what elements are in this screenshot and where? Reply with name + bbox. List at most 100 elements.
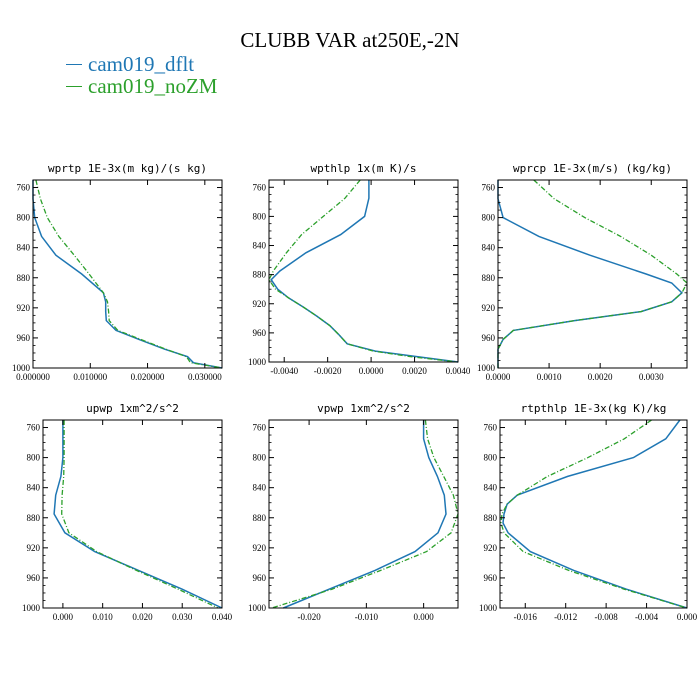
x-tick-label-1-0: 0.000000: [16, 372, 50, 382]
legend-line-dflt: [66, 63, 82, 65]
x-tick-label-2-4: 0.0040: [446, 366, 471, 376]
y-tick-label-2-0: 760: [253, 182, 267, 192]
y-tick-label-5-1: 800: [253, 453, 267, 463]
y-tick-label-6-1: 800: [484, 453, 498, 463]
series-line-nozm-3: [497, 179, 688, 368]
y-tick-label-4-3: 880: [27, 513, 41, 523]
y-tick-label-1-5: 960: [17, 333, 31, 343]
y-tick-label-5-4: 920: [253, 543, 267, 553]
x-tick-label-3-3: 0.0030: [639, 372, 664, 382]
x-tick-label-6-4: 0.000: [677, 612, 698, 622]
plot-frame-1: [32, 179, 223, 369]
chart-panel-2: wpthlp 1x(m K)/s7608008408809209601000-0…: [248, 162, 471, 376]
legend-entry-nozm: cam019_noZM: [66, 76, 217, 97]
y-tick-label-6-3: 880: [484, 513, 498, 523]
y-tick-label-2-4: 920: [253, 299, 267, 309]
y-tick-label-1-6: 1000: [12, 363, 31, 373]
y-tick-label-6-2: 840: [484, 483, 498, 493]
y-tick-label-3-4: 920: [482, 303, 496, 313]
plot-frame-6: [499, 419, 688, 609]
chart-title-3: wprcp 1E-3x(m/s) (kg/kg): [513, 162, 672, 175]
x-tick-label-1-3: 0.030000: [188, 372, 222, 382]
y-tick-label-5-5: 960: [253, 573, 267, 583]
x-tick-label-6-2: -0.008: [595, 612, 619, 622]
y-tick-label-1-3: 880: [17, 273, 31, 283]
x-tick-label-4-0: 0.000: [53, 612, 74, 622]
x-tick-label-2-1: -0.0020: [314, 366, 342, 376]
y-tick-label-2-6: 1000: [248, 357, 267, 367]
y-tick-label-6-0: 760: [484, 423, 498, 433]
legend-line-nozm: [66, 85, 82, 87]
chart-panel-3: wprcp 1E-3x(m/s) (kg/kg) 760 800 840 880 920 9…: [477, 162, 688, 382]
y-tick-label-2-5: 960: [253, 328, 267, 338]
x-tick-label-6-0: -0.016: [514, 612, 538, 622]
y-tick-label-3-6: 1000: [477, 363, 496, 373]
y-tick-label-4-6: 1000: [22, 603, 41, 613]
y-tick-label-1-2: 840: [17, 243, 31, 253]
series-line-dflt-3: [497, 180, 684, 368]
y-tick-label-3-1: 800: [482, 213, 496, 223]
legend-label-nozm: cam019_noZM: [88, 74, 218, 98]
y-tick-label-5-6: 1000: [248, 603, 267, 613]
x-tick-label-4-4: 0.040: [212, 612, 233, 622]
y-tick-label-1-0: 760: [17, 183, 31, 193]
x-tick-label-5-0: -0.020: [297, 612, 321, 622]
y-tick-label-4-1: 800: [27, 453, 41, 463]
chart-title-5: vpwp 1xm^2/s^2: [317, 402, 410, 415]
figure-title: CLUBB VAR at250E,-2N: [240, 28, 460, 52]
x-tick-label-5-2: 0.000: [414, 612, 435, 622]
series-line-dflt-5: [283, 420, 447, 609]
y-tick-label-5-0: 760: [253, 423, 267, 433]
y-tick-label-3-0: 760: [482, 183, 496, 193]
y-tick-label-4-4: 920: [27, 543, 41, 553]
chart-title-2: wpthlp 1x(m K)/s: [311, 162, 417, 175]
x-tick-label-2-3: 0.0020: [402, 366, 427, 376]
legend-label-dflt: cam019_dflt: [88, 52, 195, 76]
x-tick-label-4-2: 0.020: [132, 612, 153, 622]
y-tick-label-6-5: 960: [484, 573, 498, 583]
x-tick-label-3-0: 0.0000: [486, 372, 511, 382]
series-line-nozm-5: [271, 419, 459, 609]
x-tick-label-6-3: -0.004: [635, 612, 659, 622]
chart-panel-6: rtpthlp 1E-3x(kg K)/kg 760 800 840 880 920 960…: [479, 402, 698, 622]
series-line-dflt-4: [53, 420, 223, 609]
series-line-dflt-1: [32, 180, 223, 369]
x-tick-label-6-1: -0.012: [554, 612, 577, 622]
y-tick-label-3-5: 960: [482, 333, 496, 343]
x-tick-label-2-0: -0.0040: [270, 366, 298, 376]
y-tick-label-2-3: 880: [253, 270, 267, 280]
chart-panel-1: wprtp 1E-3x(m kg)/(s kg) 760 800 840 880 920 9…: [12, 162, 223, 382]
y-tick-label-3-3: 880: [482, 273, 496, 283]
series-line-nozm-1: [35, 179, 223, 369]
y-tick-label-3-2: 840: [482, 243, 496, 253]
series-line-dflt-6: [502, 419, 688, 609]
chart-title-6: rtpthlp 1E-3x(kg K)/kg: [521, 402, 667, 415]
x-tick-label-3-2: 0.0020: [588, 372, 613, 382]
y-tick-label-6-6: 1000: [479, 603, 498, 613]
plot-frame-2: [268, 179, 459, 363]
x-tick-label-4-3: 0.030: [172, 612, 193, 622]
x-tick-label-1-1: 0.010000: [73, 372, 107, 382]
x-tick-label-1-2: 0.020000: [131, 372, 165, 382]
y-tick-label-5-3: 880: [253, 513, 267, 523]
plot-frame-4: [42, 419, 223, 609]
chart-title-4: upwp 1xm^2/s^2: [86, 402, 179, 415]
series-line-nozm-4: [61, 420, 219, 609]
x-tick-label-2-2: 0.0000: [359, 366, 384, 376]
chart-title-1: wprtp 1E-3x(m kg)/(s kg): [48, 162, 207, 175]
series-line-dflt-2: [270, 180, 459, 363]
y-tick-label-6-4: 920: [484, 543, 498, 553]
legend-entry-dflt: cam019_dflt: [66, 54, 194, 75]
chart-panel-4: upwp 1xm^2/s^2 760 800 840 880 920 960 1000 0.00…: [22, 402, 233, 622]
y-tick-label-1-1: 800: [17, 213, 31, 223]
y-tick-label-4-0: 760: [27, 423, 41, 433]
x-tick-label-4-1: 0.010: [93, 612, 114, 622]
plot-frame-3: [497, 179, 688, 369]
series-line-nozm-2: [268, 179, 459, 363]
y-tick-label-2-2: 840: [253, 241, 267, 251]
y-tick-label-5-2: 840: [253, 483, 267, 493]
y-tick-label-1-4: 920: [17, 303, 31, 313]
x-tick-label-5-1: -0.010: [355, 612, 379, 622]
x-tick-label-3-1: 0.0010: [537, 372, 562, 382]
